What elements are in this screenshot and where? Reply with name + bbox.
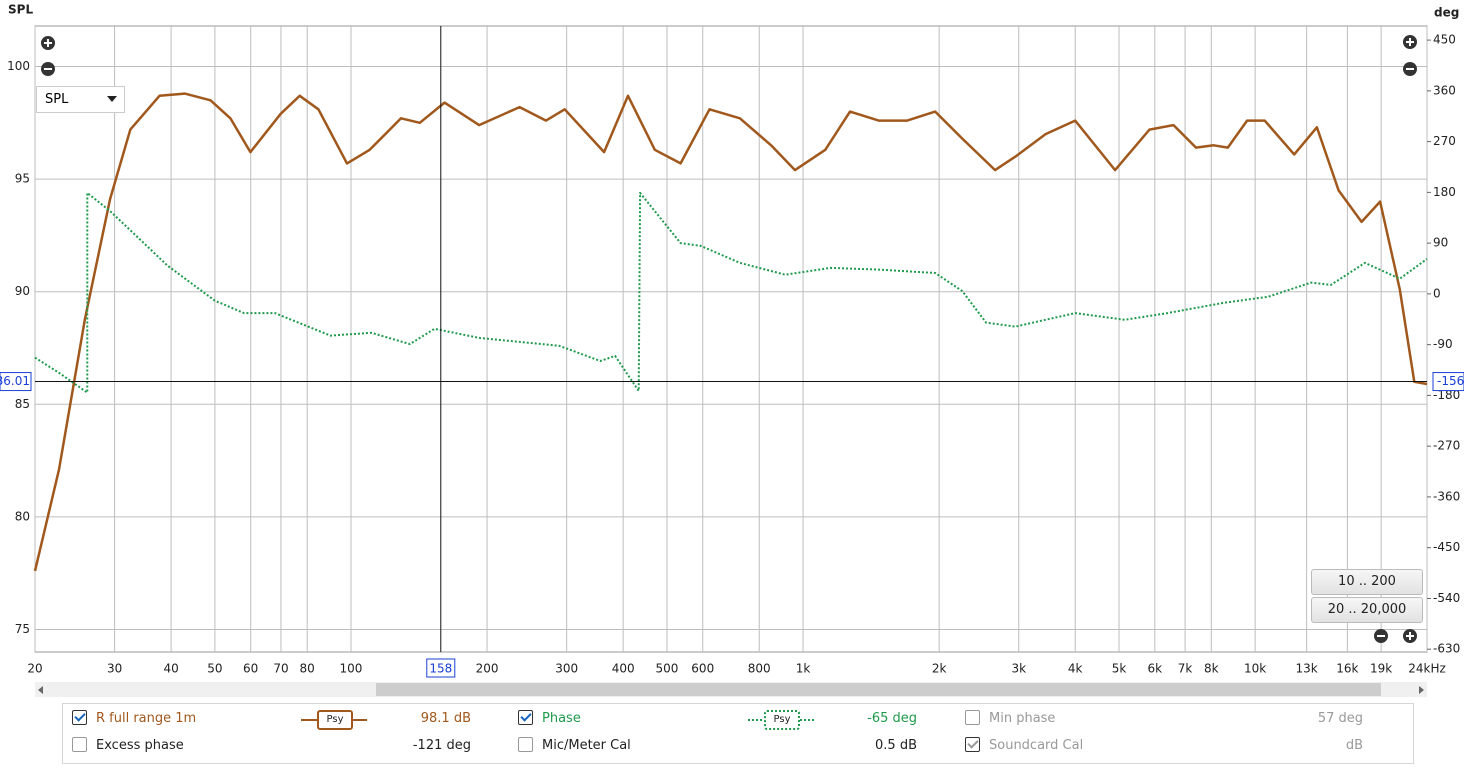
cursor-x-label: 158 (429, 662, 452, 676)
checkbox[interactable] (518, 737, 533, 752)
y2-tick-label: -270 (1433, 439, 1460, 453)
series-line (33, 92, 1428, 572)
item-reading: 98.1 dB (420, 711, 471, 726)
y2-tick-label: -450 (1433, 540, 1460, 554)
item-label: Phase (542, 711, 581, 726)
y2-tick-label: 360 (1433, 83, 1456, 97)
item-reading: -65 deg (867, 711, 917, 726)
x-tick-label: 80 (300, 662, 315, 676)
x-tick-label: 1k (796, 662, 811, 676)
cursor-y-label: 86.01 (0, 374, 30, 388)
smoothing-label: Psy (317, 710, 353, 730)
range-button[interactable]: 20 .. 20,000 (1311, 597, 1423, 623)
item-reading: dB (1345, 738, 1363, 753)
x-tick-label: 13k (1296, 662, 1318, 676)
x-tick-label: 5k (1112, 662, 1127, 676)
grid (34, 26, 1428, 652)
series-line (34, 191, 1428, 394)
x-tick-label: 70 (273, 662, 288, 676)
zoom-in[interactable] (41, 36, 55, 50)
x-tick-label: 600 (691, 662, 714, 676)
series-symbol: Psy (301, 710, 367, 730)
y-tick-label: 95 (15, 172, 30, 186)
cursor-y-box (0, 372, 32, 392)
x-tick-label: 30 (107, 662, 122, 676)
cursor-x-box (426, 658, 456, 678)
smoothing-label: Psy (764, 710, 800, 730)
item-label: Excess phase (96, 738, 184, 753)
x-tick-label: 2k (932, 662, 947, 676)
marks (33, 26, 1428, 652)
item-reading: 0.5 dB (875, 738, 917, 753)
x-tick-label: 50 (207, 662, 222, 676)
y2-tick-label: -90 (1433, 337, 1453, 351)
checkbox[interactable] (72, 737, 87, 752)
x-tick-label: 40 (163, 662, 178, 676)
dropdown-text: SPL (45, 92, 69, 107)
y2-tick-label: -360 (1433, 489, 1460, 503)
y-axis-title: SPL (8, 3, 33, 17)
x-tick-label: 20 (27, 662, 42, 676)
x-tick-label: 10k (1244, 662, 1266, 676)
x-tick-label: 3k (1011, 662, 1026, 676)
plot-frame (34, 25, 1428, 653)
y2-tick-label: 180 (1433, 185, 1456, 199)
y2-tick-label: -180 (1433, 388, 1460, 402)
y2-tick-label: 0 (1433, 286, 1441, 300)
x-tick-label: 60 (243, 662, 258, 676)
x-tick-label: 8k (1204, 662, 1219, 676)
scrollbar[interactable] (35, 682, 1427, 697)
zoom-out[interactable] (1403, 62, 1417, 76)
legend-panel: R full range 1m Psy 98.1 dB Phase Psy -65 deg… (62, 703, 1414, 764)
y2-tick-label: -630 (1433, 642, 1460, 656)
item-reading: -121 deg (412, 738, 471, 753)
cursor-y2-box (1432, 372, 1464, 392)
zoom-in[interactable] (1403, 629, 1417, 643)
series-symbol: Psy (748, 710, 814, 730)
y-tick-label: 75 (15, 622, 30, 636)
x-tick-label: 16k (1336, 662, 1358, 676)
range-button[interactable]: 10 .. 200 (1311, 569, 1423, 595)
cursor-y2-label: -156 (1437, 374, 1464, 388)
checkbox[interactable] (518, 710, 533, 725)
y2-tick-label: 90 (1433, 236, 1448, 250)
zoom-out[interactable] (1374, 629, 1388, 643)
x-tick-label: 400 (612, 662, 635, 676)
x-tick-label: 6k (1148, 662, 1163, 676)
x-tick-label: 7k (1178, 662, 1193, 676)
x-tick-label: 500 (656, 662, 679, 676)
x-tick-label: 300 (555, 662, 578, 676)
item-reading: 57 deg (1317, 711, 1363, 726)
checkbox[interactable] (72, 710, 87, 725)
y-tick-label: 90 (15, 284, 30, 298)
x-tick-label: 19k (1370, 662, 1392, 676)
y-tick-label: 100 (7, 59, 30, 73)
y2-axis-title: deg (1434, 6, 1459, 20)
item-label: Mic/Meter Cal (542, 738, 631, 753)
y-tick-label: 80 (15, 509, 30, 523)
x-tick-label: 24kHz (1408, 662, 1446, 676)
y2-tick-label: -540 (1433, 591, 1460, 605)
zoom-in[interactable] (1403, 35, 1417, 49)
item-label: R full range 1m (96, 711, 197, 726)
graph-dropdown[interactable]: SPL (36, 86, 125, 113)
x-tick-label: 100 (340, 662, 363, 676)
item-label: Min phase (989, 711, 1056, 726)
x-tick-label: 800 (748, 662, 771, 676)
x-tick-label: 200 (476, 662, 499, 676)
checkbox[interactable] (965, 710, 980, 725)
y-tick-label: 85 (15, 397, 30, 411)
dropdown-arrow (107, 96, 117, 102)
chart: SPL deg 20 30 40 50 60 70 80 100 200 300 400 500 600… (0, 3, 1464, 697)
y2-tick-label: 450 (1433, 33, 1456, 47)
checkbox[interactable] (965, 737, 980, 752)
item-label: Soundcard Cal (989, 738, 1084, 753)
y2-tick-label: 270 (1433, 134, 1456, 148)
zoom-out[interactable] (41, 62, 55, 76)
x-tick-label: 4k (1068, 662, 1083, 676)
